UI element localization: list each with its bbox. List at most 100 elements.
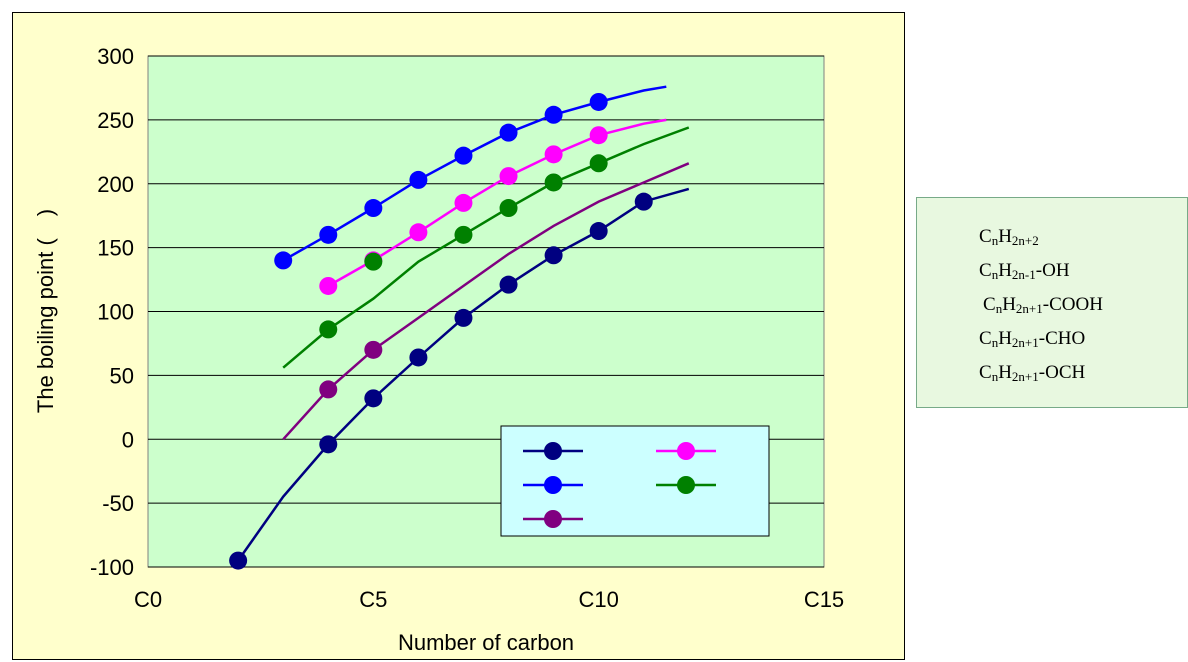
formula-hydrogen: H: [998, 362, 1012, 383]
formula-carbon-subscript: n: [991, 335, 999, 350]
data-point: [274, 251, 293, 270]
y-tick-label: 0: [122, 427, 134, 452]
grid-lines: [148, 55, 824, 568]
legend-marker: [544, 510, 562, 528]
series-3: [282, 162, 690, 441]
y-tick-label: 250: [97, 108, 134, 133]
data-point: [409, 170, 428, 189]
formula-hydrogen: H: [998, 226, 1012, 247]
series-5: [282, 126, 690, 369]
legend-marker: [677, 476, 695, 494]
data-point: [454, 146, 473, 165]
legend-marker: [544, 476, 562, 494]
legend: [500, 425, 770, 537]
data-point: [544, 173, 563, 192]
data-point: [409, 348, 428, 367]
formula-item: CnH2n+1-CHO: [917, 322, 1187, 356]
data-point: [589, 126, 608, 145]
formula-carbon-subscript: n: [991, 233, 999, 248]
formula-item: CnH2n-1-OH: [917, 254, 1187, 288]
x-tick-label: C10: [578, 587, 618, 612]
chart-frame: -100 -50 0 50 100 150 200 250 300 C0 C5 C10 C15 Num…: [12, 12, 905, 660]
formula-suffix: -CHO: [1038, 328, 1086, 349]
y-tick-label: 50: [110, 363, 134, 388]
legend-entry: [523, 476, 583, 494]
data-point: [499, 275, 518, 294]
formula-carbon-subscript: n: [995, 301, 1003, 316]
data-point: [544, 145, 563, 164]
formula-carbon: C: [979, 260, 992, 281]
series-group: [229, 85, 690, 570]
x-axis-title: Number of carbon: [398, 630, 574, 655]
y-axis-title: The boiling point ( ): [33, 209, 58, 413]
formula-hydrogen: H: [998, 328, 1012, 349]
legend-entry: [656, 476, 716, 494]
data-point: [499, 167, 518, 186]
x-tick-labels: C0 C5 C10 C15: [134, 587, 844, 612]
data-point: [454, 308, 473, 327]
y-tick-label: -50: [102, 491, 134, 516]
legend-entry: [523, 510, 583, 528]
formula-carbon: C: [979, 362, 992, 383]
x-tick-label: C5: [359, 587, 387, 612]
series-2: [274, 85, 667, 270]
data-point: [364, 252, 383, 271]
y-tick-label: 150: [97, 236, 134, 261]
boiling-point-chart: -100 -50 0 50 100 150 200 250 300 C0 C5 C10 C15 Num…: [33, 44, 844, 655]
series-1: [229, 187, 690, 570]
data-point: [589, 154, 608, 173]
legend-entry: [523, 442, 583, 460]
data-point: [499, 199, 518, 218]
data-point: [499, 123, 518, 142]
formula-carbon: C: [979, 328, 992, 349]
y-tick-labels: -100 -50 0 50 100 150 200 250 300: [90, 44, 134, 580]
formula-hydrogen-subscript: 2n+2: [1011, 233, 1039, 248]
formula-carbon-subscript: n: [991, 267, 999, 282]
y-tick-label: 200: [97, 172, 134, 197]
formula-hydrogen-subscript: 2n+1: [1015, 301, 1043, 316]
legend-marker: [544, 442, 562, 460]
y-tick-label: 300: [97, 44, 134, 69]
data-point: [454, 225, 473, 244]
x-tick-label: C0: [134, 587, 162, 612]
formula-suffix: -COOH: [1042, 294, 1103, 315]
data-point: [409, 223, 428, 242]
data-point: [319, 276, 338, 295]
formula-item: CnH2n+1-COOH: [917, 288, 1187, 322]
data-point: [589, 222, 608, 241]
data-point: [544, 246, 563, 265]
data-point: [319, 320, 338, 339]
formula-suffix: -OCH: [1038, 362, 1086, 383]
formula-carbon: C: [979, 226, 992, 247]
data-point: [319, 380, 338, 399]
data-point: [229, 551, 248, 570]
data-point: [364, 389, 383, 408]
series-line: [282, 162, 690, 441]
data-point: [634, 192, 653, 211]
formula-item: CnH2n+2: [917, 220, 1187, 254]
formula-hydrogen-subscript: 2n+1: [1011, 369, 1039, 384]
legend-entry: [656, 442, 716, 460]
formula-hydrogen: H: [1002, 294, 1016, 315]
x-tick-label: C15: [804, 587, 844, 612]
formula-carbon-subscript: n: [991, 369, 999, 384]
formula-item: CnH2n+1-OCH: [917, 356, 1187, 390]
formula-legend-box: CnH2n+2 CnH2n-1-OH CnH2n+1-COOH CnH2n+1-CHO…: [916, 197, 1188, 408]
y-tick-label: 100: [97, 300, 134, 325]
formula-hydrogen-subscript: 2n+1: [1011, 335, 1039, 350]
y-tick-label: -100: [90, 555, 134, 580]
data-point: [319, 435, 338, 454]
legend-marker: [677, 442, 695, 460]
data-point: [544, 105, 563, 124]
formula-hydrogen-subscript: 2n-1: [1011, 267, 1036, 282]
data-point: [319, 225, 338, 244]
data-point: [454, 193, 473, 212]
series-line: [282, 126, 690, 369]
formula-suffix: -OH: [1035, 260, 1070, 281]
data-point: [364, 199, 383, 218]
data-point: [364, 340, 383, 359]
data-point: [589, 92, 608, 111]
series-line: [282, 85, 667, 262]
formula-hydrogen: H: [998, 260, 1012, 281]
formula-carbon: C: [983, 294, 996, 315]
